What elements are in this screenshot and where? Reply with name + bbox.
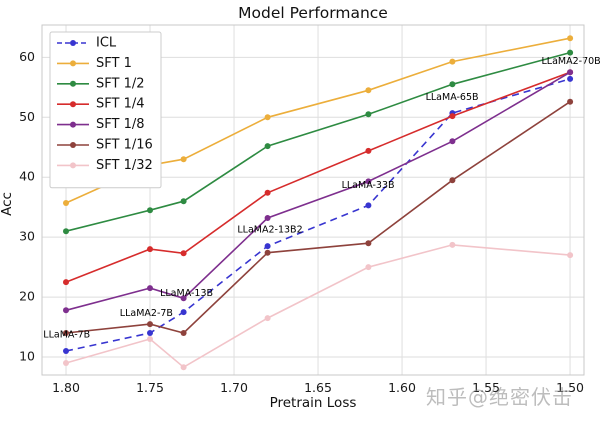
model-annotation: LLaMA2-13B2 — [237, 225, 302, 236]
data-point — [449, 138, 456, 145]
y-tick-label: 40 — [19, 169, 35, 184]
legend-label: SFT 1/16 — [96, 138, 153, 153]
x-tick-label: 1.65 — [304, 380, 332, 395]
data-point — [63, 348, 69, 354]
data-point — [365, 147, 372, 154]
data-point — [365, 87, 372, 94]
data-point — [365, 111, 372, 118]
legend: ICL SFT 1 SFT 1/2 SFT 1/4 SFT 1/8 SFT 1/16 SFT… — [49, 31, 162, 189]
x-tick-label: 1.75 — [136, 380, 164, 395]
legend-item-sft-1: SFT 1 — [57, 56, 132, 71]
data-point — [449, 177, 456, 184]
legend-item-icl: ICL — [57, 36, 117, 51]
y-tick-label: 60 — [19, 49, 35, 64]
model-annotation: LLaMA-7B — [43, 329, 90, 340]
data-point — [365, 202, 372, 209]
data-point — [264, 114, 271, 121]
y-tick-label: 10 — [19, 349, 35, 364]
watermark-text: 知乎@绝密伏击 — [426, 385, 573, 409]
data-point — [264, 143, 271, 150]
data-point — [567, 252, 574, 259]
data-point — [180, 309, 187, 316]
legend-label: SFT 1/4 — [96, 97, 145, 112]
legend-marker — [70, 162, 76, 169]
x-tick-label: 1.60 — [388, 380, 416, 395]
data-point — [147, 330, 153, 336]
data-point — [147, 207, 153, 214]
legend-label: SFT 1/8 — [96, 117, 145, 132]
data-point — [567, 69, 574, 76]
legend-label: SFT 1/32 — [96, 158, 153, 173]
data-point — [365, 178, 372, 185]
legend-marker — [70, 60, 76, 67]
model-annotation: LLaMA-13B — [160, 288, 213, 299]
x-tick-label: 1.70 — [220, 380, 248, 395]
data-point — [180, 250, 187, 257]
x-tick-label: 1.50 — [556, 380, 584, 395]
data-point — [63, 228, 69, 235]
x-axis-label: Pretrain Loss — [269, 395, 357, 411]
model-annotation: LLaMA-65B — [426, 92, 479, 103]
model-annotation: LLaMA2-7B — [120, 308, 173, 319]
chart-title: Model Performance — [238, 4, 388, 22]
plot-frame — [41, 24, 585, 376]
data-point — [63, 307, 69, 314]
legend-marker — [70, 142, 76, 148]
legend-label: ICL — [96, 36, 117, 51]
y-tick-label: 30 — [19, 229, 35, 244]
data-point — [180, 156, 187, 163]
legend-marker — [70, 101, 76, 108]
data-point — [264, 249, 271, 256]
data-point — [147, 336, 153, 342]
data-point — [567, 49, 574, 56]
data-point — [147, 321, 153, 328]
data-point — [264, 189, 271, 196]
data-point — [147, 246, 153, 253]
data-point — [567, 98, 574, 105]
data-point — [264, 215, 271, 221]
data-point — [264, 243, 271, 250]
legend-item-sft-1-8: SFT 1/8 — [57, 117, 145, 132]
y-tick-label: 20 — [19, 289, 35, 304]
data-point — [63, 360, 69, 366]
data-point — [365, 240, 372, 247]
legend-item-sft-1-32: SFT 1/32 — [57, 158, 153, 173]
data-point — [180, 330, 187, 336]
data-point — [449, 81, 456, 88]
data-point — [180, 364, 187, 371]
data-point — [567, 35, 574, 42]
data-point — [365, 264, 372, 271]
legend-item-sft-1-4: SFT 1/4 — [57, 97, 145, 112]
data-point — [147, 285, 153, 292]
y-axis-label: Acc — [0, 192, 15, 216]
legend-label: SFT 1/2 — [96, 76, 145, 91]
data-point — [449, 241, 456, 248]
legend-item-sft-1-16: SFT 1/16 — [57, 138, 153, 153]
data-point — [449, 58, 456, 65]
model-annotation: LLaMA2-70B — [542, 56, 600, 67]
data-point — [180, 198, 187, 205]
legend-marker — [70, 121, 76, 128]
model-annotation: LLaMA-33B — [342, 180, 395, 191]
data-point — [63, 200, 69, 206]
data-point — [264, 315, 271, 322]
legend-box — [49, 31, 162, 189]
data-point — [63, 279, 69, 286]
legend-marker — [70, 80, 76, 87]
legend-marker — [70, 40, 76, 46]
x-tick-label: 1.80 — [52, 380, 80, 395]
data-point — [180, 295, 187, 302]
data-point — [567, 75, 574, 82]
x-tick-label: 1.55 — [472, 380, 500, 395]
legend-label: SFT 1 — [96, 56, 132, 71]
y-tick-label: 50 — [19, 109, 35, 124]
data-point — [63, 330, 69, 336]
data-point — [449, 113, 456, 120]
legend-item-sft-1-2: SFT 1/2 — [57, 76, 145, 91]
